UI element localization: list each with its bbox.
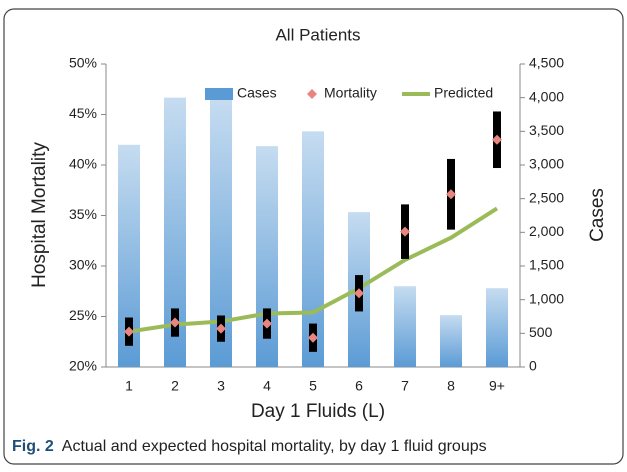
legend-swatch bbox=[307, 89, 317, 99]
marker bbox=[308, 332, 318, 343]
marker bbox=[492, 134, 502, 145]
x-tick-label: 8 bbox=[447, 378, 455, 394]
bar bbox=[440, 315, 462, 367]
chart-title: All Patients bbox=[275, 25, 360, 44]
y2-tick-label: 2,500 bbox=[529, 189, 564, 205]
x-tick-label: 1 bbox=[125, 378, 133, 394]
y-tick-label: 35% bbox=[69, 206, 97, 222]
x-tick-label: 3 bbox=[217, 378, 225, 394]
marker bbox=[446, 189, 456, 200]
y-tick-label: 45% bbox=[69, 105, 97, 121]
marker bbox=[216, 323, 226, 334]
y-tick-label: 20% bbox=[69, 358, 97, 374]
legend-label: Cases bbox=[237, 85, 277, 101]
caption-text: Actual and expected hospital mortality, … bbox=[62, 438, 487, 455]
marker bbox=[262, 318, 272, 329]
y2-tick-label: 0 bbox=[529, 358, 537, 374]
x-tick-label: 2 bbox=[171, 378, 179, 394]
bar bbox=[486, 288, 508, 367]
y2-tick-label: 4,000 bbox=[529, 88, 564, 104]
frame bbox=[3, 8, 624, 465]
x-axis-label: Day 1 Fluids (L) bbox=[251, 401, 385, 422]
bar bbox=[118, 144, 140, 367]
marker bbox=[170, 317, 180, 328]
y2-tick-label: 1,500 bbox=[529, 257, 564, 273]
caption: Fig. 2 Actual and expected hospital morta… bbox=[12, 438, 487, 455]
x-tick-label: 9+ bbox=[489, 378, 505, 394]
y-tick-label: 25% bbox=[69, 307, 97, 323]
y-tick-label: 40% bbox=[69, 156, 97, 172]
y2-tick-label: 500 bbox=[529, 324, 553, 340]
bar bbox=[164, 97, 186, 368]
bar bbox=[210, 99, 232, 367]
legend-label: Mortality bbox=[324, 85, 377, 101]
marker bbox=[124, 326, 134, 337]
y2-tick-label: 1,000 bbox=[529, 290, 564, 306]
y-tick-label: 50% bbox=[69, 55, 97, 71]
caption-label: Fig. 2 bbox=[12, 438, 54, 455]
marker bbox=[354, 288, 364, 299]
marker bbox=[400, 226, 410, 237]
y2-tick-label: 3,000 bbox=[529, 156, 564, 172]
y2-tick-label: 4,500 bbox=[529, 55, 564, 71]
y-tick-label: 30% bbox=[69, 257, 97, 273]
legend-label: Predicted bbox=[434, 85, 493, 101]
y-axis-label: Hospital Mortality bbox=[29, 142, 50, 288]
line bbox=[128, 206, 499, 334]
bar bbox=[394, 286, 416, 367]
y2-tick-label: 2,000 bbox=[529, 223, 564, 239]
y2-axis-label: Cases bbox=[587, 188, 608, 242]
x-tick-label: 7 bbox=[401, 378, 409, 394]
legend-swatch bbox=[205, 88, 233, 100]
y2-tick-label: 3,500 bbox=[529, 122, 564, 138]
x-tick-label: 5 bbox=[309, 378, 317, 394]
x-tick-label: 6 bbox=[355, 378, 363, 394]
x-tick-label: 4 bbox=[263, 378, 271, 394]
